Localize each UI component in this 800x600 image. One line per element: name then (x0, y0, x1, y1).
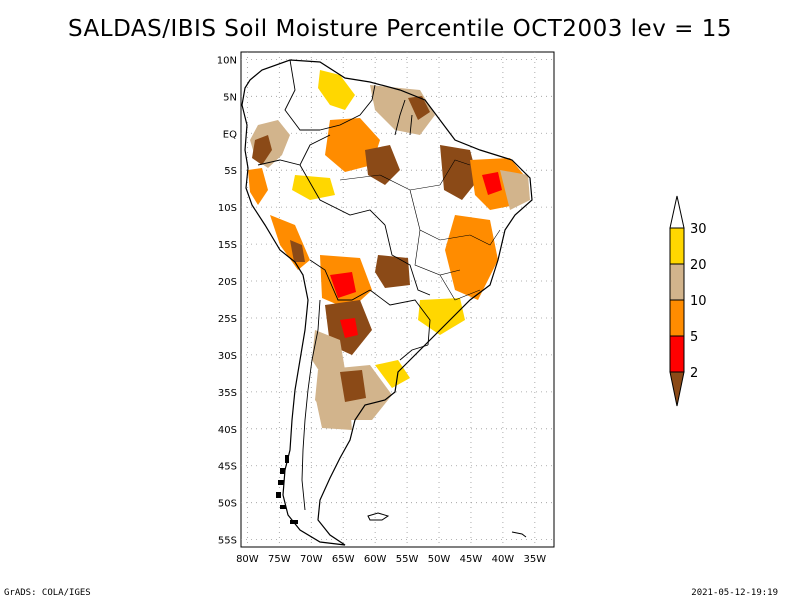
footer-credit: GrADS: COLA/IGES (4, 588, 91, 598)
shade-amazon-brown (365, 145, 400, 185)
lat-tick-label: 10N (217, 55, 237, 66)
shade-ecuador-orange (248, 168, 268, 205)
lat-tick-label: 15S (218, 240, 237, 251)
shade-nebrazil-tan (500, 170, 530, 210)
falkland-islands (367, 512, 390, 521)
colorbar-label: 2 (690, 366, 698, 381)
south-georgia (511, 531, 527, 538)
lat-tick-label: 55S (218, 536, 237, 547)
soil-moisture-shading (248, 70, 530, 430)
shade-venezuela-yellow (318, 70, 355, 110)
lon-tick-label: 65W (332, 554, 355, 565)
colorbar-band-10-20 (669, 263, 685, 301)
colorbar-labels: 2 5 10 20 30 (690, 222, 707, 381)
latitude-labels: 10N 5N EQ 5S 10S 15S 20S 25S 30S 35S 40S 45S 50S 55S (217, 55, 237, 546)
footer-timestamp: 2021-05-12-19:19 (691, 588, 778, 598)
shade-guiana-brown (408, 96, 430, 120)
state-borders (339, 159, 501, 301)
shade-nebrazil-red (482, 172, 502, 195)
lon-tick-label: 80W (236, 554, 259, 565)
lat-tick-label: 45S (218, 462, 237, 473)
chile-fjords (276, 455, 298, 524)
map-frame (240, 51, 555, 548)
shade-central-red (330, 272, 356, 298)
shade-patagonia-tan (316, 400, 352, 430)
shade-amazon-yellow (292, 175, 335, 200)
south-america-coastline (241, 59, 533, 546)
shade-chaco-tan (312, 330, 345, 380)
shade-pantanal-brown (375, 255, 410, 288)
lat-tick-label: 10S (218, 203, 237, 214)
longitude-labels: 80W 75W 70W 65W 60W 55W 50W 45W 40W 35W (236, 554, 546, 565)
lat-tick-label: 25S (218, 314, 237, 325)
lon-tick-label: 70W (300, 554, 323, 565)
shade-pampas-brown (340, 370, 366, 402)
lon-tick-label: 35W (524, 554, 547, 565)
map-title: SALDAS/IBIS Soil Moisture Percentile OCT… (68, 16, 732, 42)
colorbar-band-20-30 (669, 227, 685, 265)
lon-tick-label: 55W (396, 554, 419, 565)
country-borders (257, 59, 431, 511)
lat-tick-label: 5S (224, 166, 237, 177)
colorbar-label: 20 (690, 258, 707, 273)
lon-tick-label: 50W (428, 554, 451, 565)
colorbar-band-5-10 (669, 299, 685, 337)
lat-tick-label: 5N (223, 92, 237, 103)
colorbar-top-arrow (669, 195, 685, 229)
lat-tick-label: 30S (218, 351, 237, 362)
lon-tick-label: 40W (492, 554, 515, 565)
colorbar-label: 30 (690, 222, 707, 237)
lat-tick-label: 50S (218, 499, 237, 510)
colorbar-label: 10 (690, 294, 707, 309)
lat-tick-label: 35S (218, 388, 237, 399)
lat-tick-label: 40S (218, 425, 237, 436)
shade-colombia-brown (252, 135, 272, 165)
lon-tick-label: 45W (460, 554, 483, 565)
shade-east-brazil-yellow (418, 298, 465, 335)
colorbar-band-2-5 (669, 335, 685, 373)
lat-tick-label: EQ (223, 129, 237, 140)
colorbar-bottom-arrow (669, 371, 685, 407)
colorbar (669, 195, 685, 407)
shade-chaco-red (340, 318, 358, 338)
shade-pampas-yellow (375, 360, 410, 388)
shade-nebrazil-brown (440, 145, 478, 200)
shade-east-brazil-orange (445, 215, 498, 300)
lon-tick-label: 75W (268, 554, 291, 565)
lat-tick-label: 20S (218, 277, 237, 288)
colorbar-label: 5 (690, 330, 698, 345)
lon-tick-label: 60W (364, 554, 387, 565)
shade-peru-brown (290, 240, 305, 262)
